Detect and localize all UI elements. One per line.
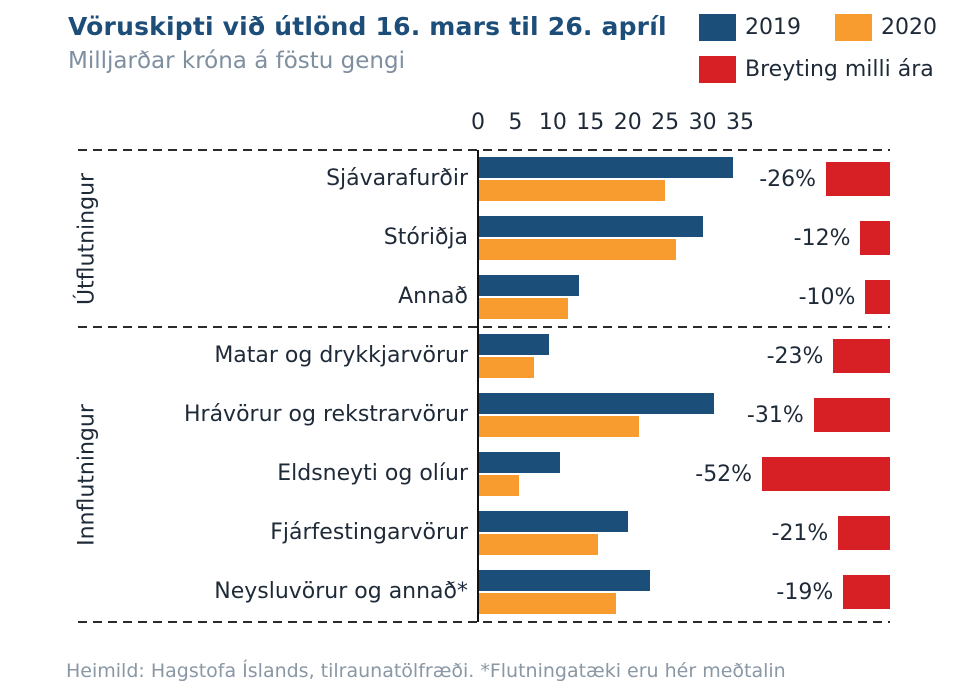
x-axis-tick: 30 [688, 110, 717, 135]
section-divider [78, 621, 890, 623]
category-label: Sjávarafurðir [326, 166, 468, 191]
x-axis-tick: 5 [508, 110, 523, 135]
group-label: Útflutningur [74, 172, 100, 305]
change-label: -26% [759, 167, 817, 192]
bar-change [833, 339, 890, 373]
chart-subtitle: Milljarðar króna á föstu gengi [68, 48, 405, 74]
change-label: -10% [798, 285, 856, 310]
bar-change [838, 516, 890, 550]
x-axis-tick: 10 [538, 110, 567, 135]
bar-2019 [478, 216, 703, 237]
change-label: -31% [746, 403, 804, 428]
bar-2019 [478, 570, 651, 591]
legend-label-2019: 2019 [745, 14, 801, 40]
y-axis-line [477, 150, 479, 622]
legend-swatch-2019 [699, 13, 736, 41]
bar-2019 [478, 452, 561, 473]
legend-swatch-change [699, 55, 736, 83]
bar-2020 [478, 534, 598, 555]
x-axis-tick: 35 [726, 110, 754, 135]
bar-2020 [478, 416, 639, 437]
x-axis-tick: 15 [576, 110, 605, 135]
category-label: Eldsneyti og olíur [277, 461, 468, 486]
bar-2020 [478, 239, 677, 260]
chart-title: Vöruskipti við útlönd 16. mars til 26. a… [68, 12, 667, 41]
bar-2019 [478, 511, 628, 532]
category-label: Fjárfestingarvörur [270, 520, 468, 545]
bar-change [843, 575, 890, 609]
x-axis-tick: 25 [651, 110, 680, 135]
bar-2020 [478, 357, 535, 378]
bar-change [813, 398, 890, 432]
legend-swatch-2020 [835, 13, 872, 41]
category-label: Stóriðja [383, 225, 468, 250]
section-divider [78, 326, 890, 328]
legend: 2019 2020 Breyting milli ára [699, 13, 937, 97]
change-label: -21% [771, 521, 829, 546]
category-label: Hrávörur og rekstrarvörur [183, 402, 468, 427]
category-label: Matar og drykkjarvörur [214, 343, 468, 368]
category-label: Annað [398, 284, 468, 309]
x-axis-tick: 20 [613, 110, 642, 135]
bar-change [826, 162, 890, 196]
legend-label-2020: 2020 [881, 14, 937, 40]
source-note: Heimild: Hagstofa Íslands, tilraunatölfr… [66, 660, 786, 682]
change-label: -23% [766, 344, 824, 369]
bar-2020 [478, 180, 666, 201]
change-label: -12% [793, 226, 851, 251]
bar-2019 [478, 157, 733, 178]
section-divider [78, 149, 890, 151]
bar-change [762, 457, 890, 491]
change-label: -19% [776, 580, 834, 605]
bar-change [860, 221, 890, 255]
bar-2020 [478, 593, 617, 614]
bar-2019 [478, 393, 714, 414]
category-label: Neysluvörur og annað* [214, 579, 468, 604]
bar-change [865, 280, 890, 314]
bar-2020 [478, 475, 520, 496]
bar-2019 [478, 275, 580, 296]
legend-label-change: Breyting milli ára [745, 56, 934, 82]
bar-2019 [478, 334, 550, 355]
bar-2020 [478, 298, 568, 319]
x-axis-tick: 0 [471, 110, 485, 135]
change-label: -52% [695, 462, 753, 487]
legend-row-years: 2019 2020 [699, 13, 937, 41]
group-label: Innflutningur [74, 403, 100, 546]
legend-row-change: Breyting milli ára [699, 55, 937, 83]
